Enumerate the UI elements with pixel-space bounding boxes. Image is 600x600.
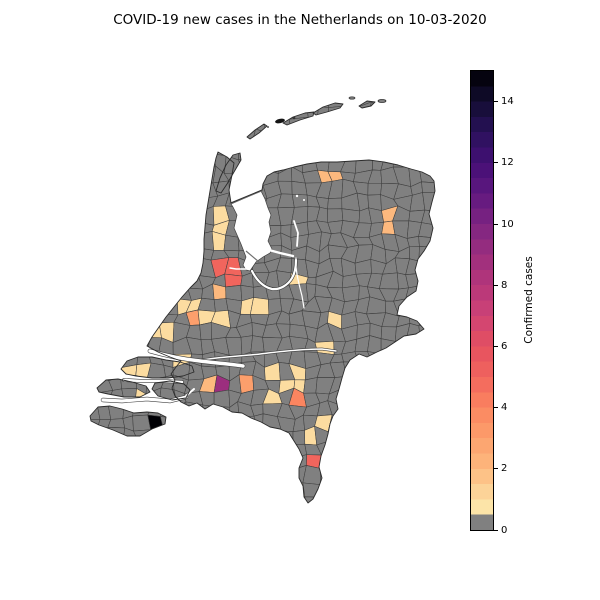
colorbar-tick-label: 8 [501, 279, 508, 291]
colorbar-tick-label: 0 [501, 524, 508, 536]
colorbar-tick-label: 6 [501, 340, 508, 352]
colorbar-tick-mark [494, 162, 498, 164]
colorbar-tick-mark [494, 407, 498, 409]
colorbar [470, 70, 494, 531]
colorbar-tick-mark [494, 529, 498, 531]
colorbar-tick-label: 14 [501, 96, 514, 108]
colorbar-tick-mark [494, 284, 498, 286]
colorbar-tick-label: 2 [501, 463, 508, 475]
colorbar-tick-mark [494, 468, 498, 470]
colorbar-label: Confirmed cases [523, 256, 535, 344]
colorbar-tick-label: 12 [501, 157, 514, 169]
colorbar-tick-mark [494, 223, 498, 225]
colorbar-tick-mark [494, 101, 498, 103]
colorbar-tick-label: 10 [501, 218, 514, 230]
colorbar-tick-mark [494, 345, 498, 347]
colorbar-tick-label: 4 [501, 402, 508, 414]
chart-title: COVID-19 new cases in the Netherlands on… [113, 12, 487, 28]
